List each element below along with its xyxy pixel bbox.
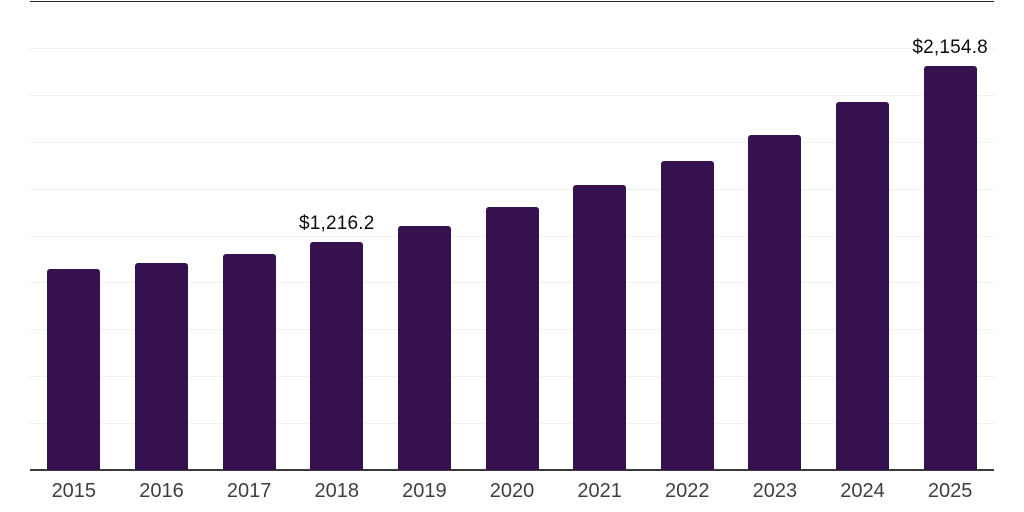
bar-2016	[134, 262, 188, 470]
bar-2024	[836, 102, 890, 470]
plot-area: $1,216.2 $2,154.8	[30, 1, 994, 471]
bar-2021	[573, 184, 627, 470]
gridline	[30, 94, 994, 96]
plot-top-rule	[30, 1, 994, 2]
bar-value-label-2018: $1,216.2	[298, 212, 375, 234]
bar-2019	[397, 225, 451, 470]
x-axis-label-2015: 2015	[51, 480, 97, 502]
x-axis-line	[30, 469, 994, 471]
x-axis-label-2020: 2020	[489, 480, 535, 502]
bar-value-label-2025: $2,154.8	[912, 36, 988, 58]
bar-2018	[310, 241, 364, 470]
x-axis-label-2025: 2025	[927, 480, 973, 502]
x-axis-label-2021: 2021	[577, 480, 622, 502]
x-axis-label-2023: 2023	[752, 480, 798, 502]
x-axis-label-2017: 2017	[226, 480, 272, 502]
x-axis-label-2022: 2022	[665, 480, 710, 502]
gridline	[30, 47, 994, 49]
x-axis-label-2016: 2016	[139, 480, 184, 502]
bar-2023	[748, 134, 802, 470]
bar-2020	[485, 207, 539, 470]
bar-2015	[47, 268, 101, 470]
x-axis-label-2019: 2019	[402, 480, 447, 502]
x-axis-label-2018: 2018	[314, 480, 359, 502]
x-axis: 2015 2016 2017 2018 2019 2020 2021 2022 2023 2024…	[30, 480, 994, 506]
bar-2025	[923, 65, 977, 470]
bar-2017	[222, 253, 276, 470]
x-axis-label-2024: 2024	[840, 480, 885, 502]
bar-2022	[660, 161, 714, 470]
gridline	[30, 188, 994, 190]
gridline	[30, 141, 994, 143]
